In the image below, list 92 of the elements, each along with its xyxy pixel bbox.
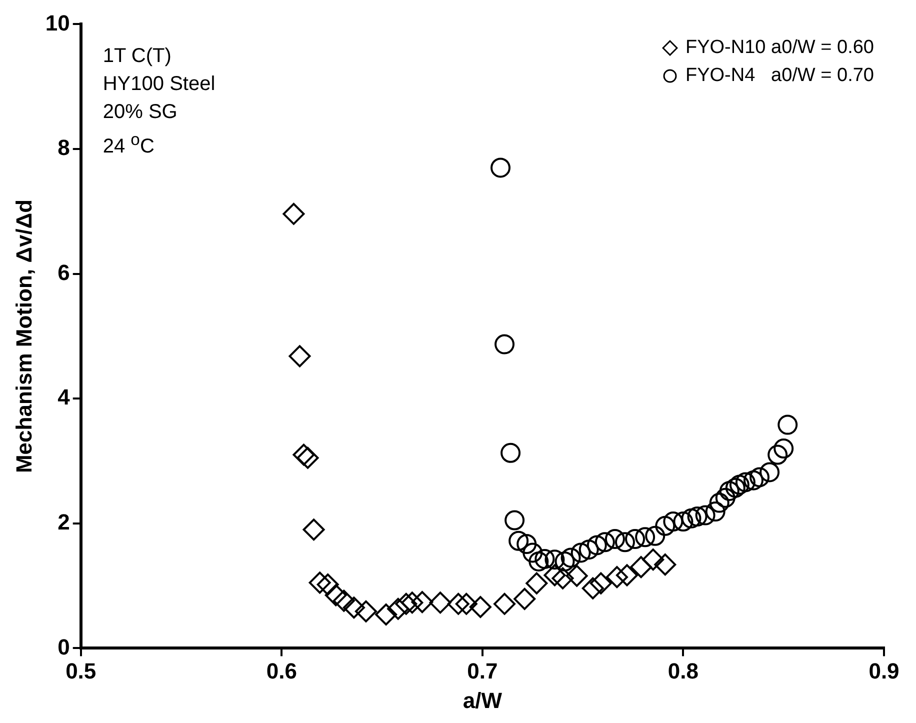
point [606,566,628,588]
point [743,470,764,490]
point [469,596,492,618]
point [387,598,410,620]
point [768,444,788,465]
point [735,472,756,492]
x-tick-label: 0.6 [266,658,297,684]
point [729,474,750,495]
point [645,526,666,546]
point [332,590,355,612]
point [490,158,511,178]
point [681,508,702,528]
point [302,518,325,541]
point [429,592,452,614]
annotation: HY100 Steel [102,72,216,98]
point [411,591,434,614]
point [288,345,311,368]
point [635,527,656,548]
point [570,542,591,563]
point [614,532,635,552]
point [526,572,548,594]
point [719,480,740,501]
point [342,596,365,619]
point [590,572,612,594]
point [560,548,581,568]
point [655,516,676,536]
annotation: 24 $^{o}$C [102,129,156,160]
point [552,567,574,590]
point [750,467,770,488]
point [504,510,525,530]
point [586,535,607,556]
point [774,438,794,459]
y-tick-label: 8 [58,135,70,160]
y-tick-label: 4 [58,384,71,410]
point [582,577,604,600]
x-tick-label: 0.9 [868,658,900,684]
point [455,592,478,615]
legend-label: FYO-N4 a0/W = 0.70 [686,64,874,88]
y-tick-label: 10 [45,10,70,36]
point [604,529,625,549]
point [663,512,684,532]
point [616,564,638,586]
point [566,564,588,587]
y-tick-label: 2 [58,509,70,534]
point [673,512,694,532]
point [705,502,726,522]
point [522,542,543,563]
point [687,506,708,527]
point [354,600,377,622]
y-tick-label: 0 [58,634,70,660]
point [695,505,716,526]
point [715,488,736,508]
point [494,334,515,354]
point [316,574,339,596]
point [375,604,398,626]
point [296,446,319,469]
point [554,551,575,572]
point [534,548,555,569]
point [282,202,305,225]
point [395,592,418,615]
point [528,551,549,572]
point [725,478,746,498]
legend-label: FYO-N10 a0/W = 0.60 [686,36,874,60]
point [447,592,470,615]
point [516,534,537,554]
point [401,592,424,614]
point [544,550,565,570]
point [630,556,652,578]
point [642,548,664,571]
point [292,444,315,466]
point [308,572,331,594]
y-axis-title: Mechanism Motion, Δv/Δd [11,199,36,474]
point [594,532,615,552]
point [709,492,730,513]
x-tick-label: 0.7 [467,658,498,684]
annotation: 1T C(T) [102,44,172,70]
point [778,414,798,435]
x-axis-title: a/W [462,688,502,713]
x-tick-label: 0.5 [66,658,96,684]
point [500,442,521,463]
point [760,462,780,482]
point [324,584,347,606]
point [654,554,676,576]
annotation: 20% SG [102,100,178,126]
point [544,564,566,586]
point [508,530,529,551]
x-tick-label: 0.8 [668,658,699,684]
point [514,588,536,610]
point [625,529,646,549]
point [578,540,599,560]
y-tick-label: 6 [58,260,70,285]
point [494,592,516,615]
